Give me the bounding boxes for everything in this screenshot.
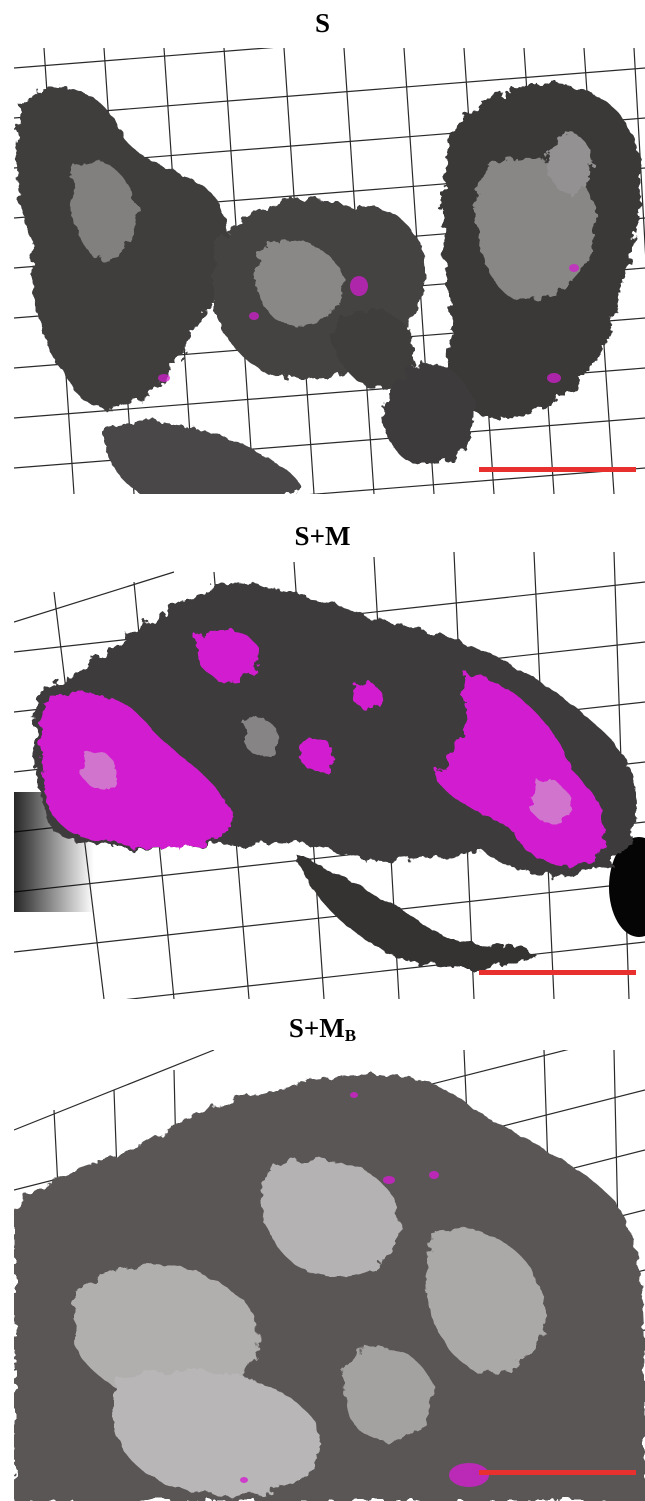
micrograph-panel-s-m — [14, 552, 645, 999]
micrograph-panel-s-mb — [14, 1050, 645, 1501]
confocal-3d-render-s-mb — [14, 1050, 645, 1501]
panel-title-s-mb: S+MB — [288, 1013, 357, 1045]
scale-bar — [479, 970, 636, 975]
scale-bar — [479, 467, 636, 472]
fluorescence-spots — [158, 264, 579, 383]
fluorescence-spots — [240, 1092, 489, 1487]
panel-title-s: S — [314, 8, 331, 38]
biofilm-highlights — [70, 133, 596, 326]
biofilm-highlights — [82, 718, 570, 822]
scale-bar — [479, 1470, 636, 1475]
edge-shadow-right — [609, 837, 645, 937]
micrograph-panel-s — [14, 48, 645, 494]
confocal-3d-render-s — [14, 48, 645, 494]
biofilm-highlights — [74, 1160, 546, 1496]
panel-title-s-m: S+M — [294, 521, 351, 551]
confocal-3d-render-s-m — [14, 552, 645, 999]
